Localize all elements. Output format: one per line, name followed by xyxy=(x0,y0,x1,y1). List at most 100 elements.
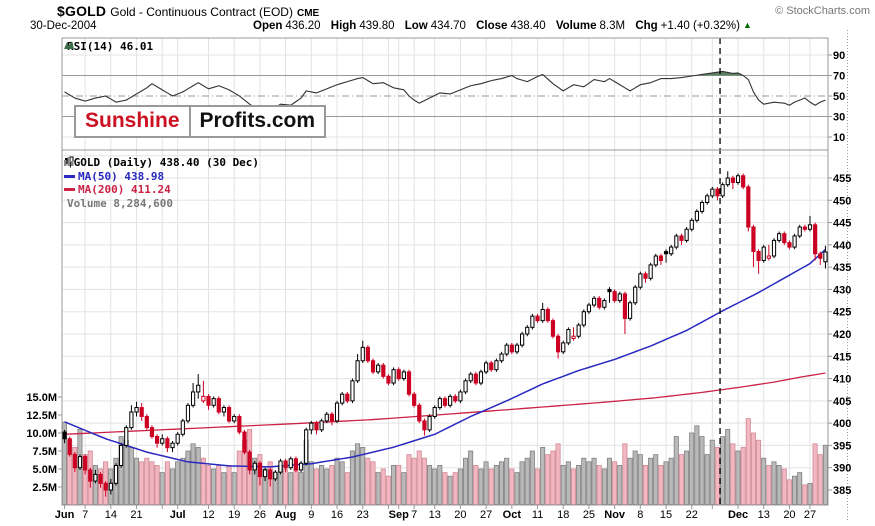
main-legend: $GOLD (Daily) 438.40 (30 Dec) MA(50) 438… xyxy=(64,156,259,210)
volume-value: 8.3M xyxy=(599,20,626,32)
volume-legend-label: Volume 8,284,600 xyxy=(67,196,173,210)
svg-text:2.5M: 2.5M xyxy=(33,482,57,494)
low-value: 434.70 xyxy=(430,20,466,32)
svg-text:90: 90 xyxy=(833,50,845,62)
watermark-profits: Profits.com xyxy=(188,105,327,138)
svg-text:7.5M: 7.5M xyxy=(33,446,57,458)
copyright: © StockCharts.com xyxy=(775,5,870,17)
svg-text:Dec: Dec xyxy=(728,509,748,521)
rsi-legend-label: RSI(14) 46.01 xyxy=(67,40,154,53)
svg-text:415: 415 xyxy=(833,351,851,363)
svg-text:420: 420 xyxy=(833,329,851,341)
chg-up-arrow-icon: ▲ xyxy=(742,20,752,30)
chart-date: 30-Dec-2004 xyxy=(30,20,97,32)
sunshine-profits-watermark: Sunshine Profits.com xyxy=(74,105,327,138)
svg-text:9: 9 xyxy=(308,509,314,521)
volume-legend: Volume 8,284,600 xyxy=(64,157,259,211)
svg-text:23: 23 xyxy=(357,509,369,521)
svg-text:20: 20 xyxy=(783,509,795,521)
svg-text:5.0M: 5.0M xyxy=(33,464,57,476)
svg-text:10: 10 xyxy=(833,132,845,144)
svg-text:Sep: Sep xyxy=(389,509,409,521)
ma200-line-icon xyxy=(64,188,75,191)
svg-text:20: 20 xyxy=(454,509,466,521)
svg-text:15.0M: 15.0M xyxy=(26,392,57,404)
svg-text:Oct: Oct xyxy=(503,509,522,521)
svg-text:Jun: Jun xyxy=(55,509,75,521)
svg-text:13: 13 xyxy=(758,509,770,521)
svg-text:405: 405 xyxy=(833,396,851,408)
close-value: 438.40 xyxy=(510,20,546,32)
high-value: 439.80 xyxy=(359,20,395,32)
ma50-line xyxy=(64,248,826,468)
low-label: Low xyxy=(404,20,428,32)
close-label: Close xyxy=(476,20,508,32)
svg-text:385: 385 xyxy=(833,485,851,497)
chg-value: +1.40 (+0.32%) xyxy=(660,20,740,32)
svg-text:19: 19 xyxy=(228,509,240,521)
svg-text:395: 395 xyxy=(833,440,851,452)
chg-label: Chg xyxy=(635,20,658,32)
svg-text:Nov: Nov xyxy=(604,509,626,521)
svg-text:22: 22 xyxy=(686,509,698,521)
candles-layer xyxy=(62,171,828,497)
rsi-overbought-fill xyxy=(540,71,744,76)
svg-text:7: 7 xyxy=(411,509,417,521)
svg-text:445: 445 xyxy=(833,218,851,230)
svg-text:18: 18 xyxy=(557,509,569,521)
svg-text:70: 70 xyxy=(833,71,845,83)
open-value: 436.20 xyxy=(285,20,321,32)
svg-text:27: 27 xyxy=(480,509,492,521)
svg-text:26: 26 xyxy=(254,509,266,521)
ma50-legend-label: MA(50) 438.98 xyxy=(78,169,165,183)
svg-text:400: 400 xyxy=(833,418,851,430)
high-label: High xyxy=(330,20,357,32)
ma50-line-icon xyxy=(64,174,75,178)
main-legend-title: $GOLD (Daily) 438.40 (30 Dec) xyxy=(67,156,260,169)
svg-text:Jul: Jul xyxy=(170,509,186,521)
watermark-sunshine: Sunshine xyxy=(74,105,191,138)
open-label: Open xyxy=(253,20,283,32)
ohlc-quote: Open 436.20 High 439.80 Low 434.70 Close 438… xyxy=(253,20,752,32)
svg-text:455: 455 xyxy=(833,173,851,185)
ma200-legend-label: MA(200) 411.24 xyxy=(78,183,171,196)
svg-text:21: 21 xyxy=(130,509,142,521)
svg-text:390: 390 xyxy=(833,463,851,475)
volume-label: Volume xyxy=(555,20,597,32)
axis-labels: 385 390 395 400 405 410 415 420 425 430 435 440 445 4… xyxy=(26,50,851,521)
svg-text:440: 440 xyxy=(833,240,851,252)
svg-text:410: 410 xyxy=(833,374,851,386)
svg-text:430: 430 xyxy=(833,284,851,296)
svg-text:16: 16 xyxy=(331,509,343,521)
main-legend-title-row: $GOLD (Daily) 438.40 (30 Dec) xyxy=(64,156,259,170)
rsi-legend: RSI(14) 46.01 xyxy=(64,40,153,53)
svg-text:15: 15 xyxy=(660,509,672,521)
svg-text:8: 8 xyxy=(637,509,643,521)
svg-text:Aug: Aug xyxy=(275,509,296,521)
instrument-name: Gold - Continuous Contract (EOD) xyxy=(110,5,293,19)
rsi-line xyxy=(64,70,826,112)
svg-text:14: 14 xyxy=(105,509,117,521)
svg-text:435: 435 xyxy=(833,262,851,274)
svg-text:450: 450 xyxy=(833,195,851,207)
panel-borders xyxy=(61,30,848,522)
chart-title: $GOLD Gold - Continuous Contract (EOD) CME xyxy=(57,3,319,19)
svg-text:30: 30 xyxy=(833,112,845,124)
symbol: $GOLD xyxy=(57,3,107,19)
svg-text:13: 13 xyxy=(429,509,441,521)
svg-text:7: 7 xyxy=(82,509,88,521)
svg-text:12.5M: 12.5M xyxy=(26,410,57,422)
ma50-legend: MA(50) 438.98 xyxy=(64,170,259,184)
svg-text:11: 11 xyxy=(532,509,543,521)
svg-text:10.0M: 10.0M xyxy=(26,428,57,440)
svg-text:27: 27 xyxy=(804,509,816,521)
exchange: CME xyxy=(296,8,320,19)
svg-text:50: 50 xyxy=(833,91,845,103)
svg-text:12: 12 xyxy=(202,509,214,521)
ma200-legend: MA(200) 411.24 xyxy=(64,183,259,197)
ma200-line xyxy=(64,372,826,435)
svg-text:425: 425 xyxy=(833,307,851,319)
svg-text:25: 25 xyxy=(583,509,595,521)
